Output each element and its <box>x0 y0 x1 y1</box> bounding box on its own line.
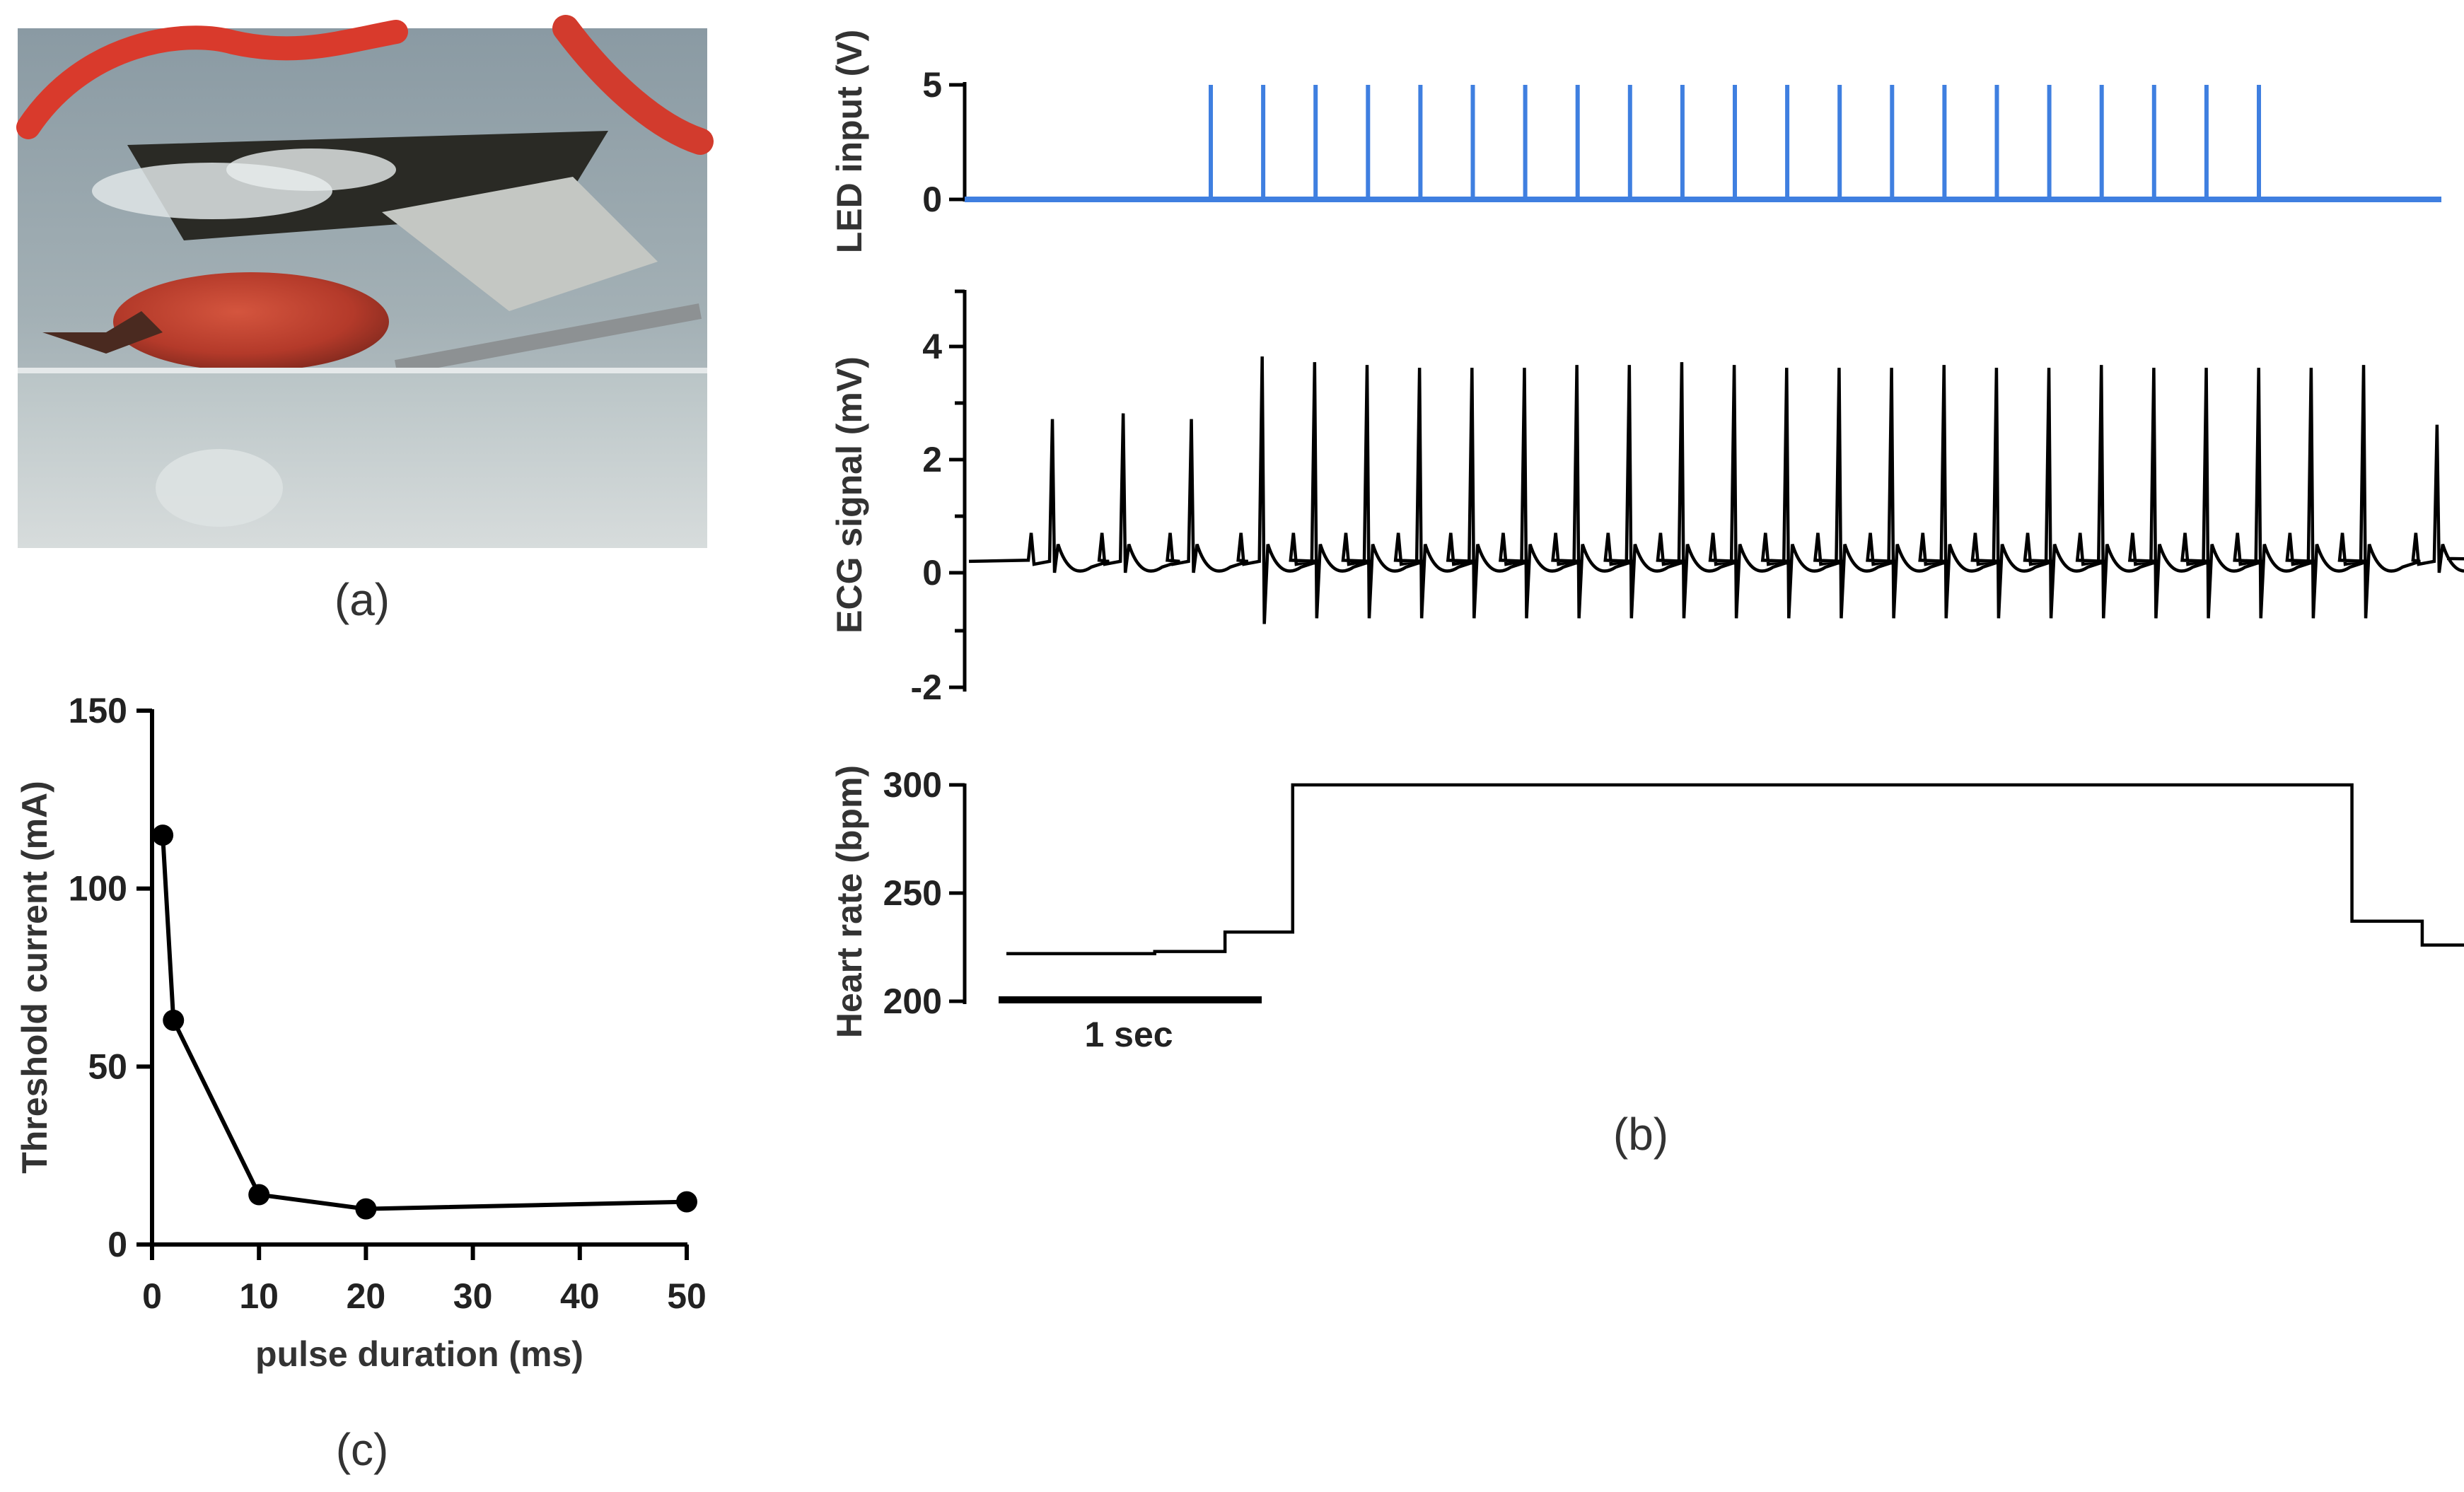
threshold-x-tick-label: 20 <box>347 1276 386 1316</box>
led-y-title: LED input (V) <box>830 30 869 254</box>
threshold-chart: 0 50 100 150 0 10 20 30 40 50 Threshold current … <box>15 691 707 1374</box>
threshold-x-tick-label: 50 <box>667 1276 707 1316</box>
panel-label-a: (a) <box>335 574 390 625</box>
ecg-chart: 4 2 0 -2 ECG signal (mV) <box>830 289 2464 707</box>
threshold-line <box>161 834 687 1211</box>
threshold-y-title: Threshold current (mA) <box>15 781 54 1174</box>
hr-tick-label-200: 200 <box>883 981 942 1021</box>
threshold-point <box>152 824 174 846</box>
threshold-point <box>676 1191 697 1213</box>
hr-tick-label-300: 300 <box>883 765 942 805</box>
threshold-y-ticks: 0 50 100 150 <box>69 691 152 1264</box>
threshold-points <box>152 824 697 1220</box>
ecg-tick-label-2: 2 <box>922 440 942 479</box>
led-tick-label-5: 5 <box>922 65 942 105</box>
ecg-tick-label-0: 0 <box>922 553 942 593</box>
hr-tick-label-250: 250 <box>883 873 942 913</box>
ecg-tick-label-neg2: -2 <box>911 668 942 707</box>
led-chart: 5 0 LED input (V) <box>830 30 2441 254</box>
hr-y-title: Heart rate (bpm) <box>830 765 869 1038</box>
heart-rate-trace <box>1006 783 2464 955</box>
threshold-x-ticks: 0 10 20 30 40 50 <box>142 1245 707 1316</box>
threshold-y-tick-label: 150 <box>69 691 127 730</box>
photo-panel <box>16 15 714 548</box>
scale-bar-label: 1 sec <box>1084 1015 1173 1054</box>
threshold-point <box>355 1198 377 1220</box>
threshold-x-title: pulse duration (ms) <box>255 1334 583 1374</box>
led-tick-label-0: 0 <box>922 180 942 219</box>
panel-label-c: (c) <box>336 1424 389 1475</box>
threshold-x-tick-label: 40 <box>560 1276 600 1316</box>
panel-label-b: (b) <box>1613 1109 1668 1160</box>
threshold-point <box>248 1184 270 1206</box>
ecg-trace <box>968 356 2464 624</box>
led-series <box>965 85 2441 202</box>
photo-of-cardiac-optogenetics-setup-icon <box>16 15 714 548</box>
ecg-tick-label-4: 4 <box>922 327 942 366</box>
threshold-x-tick-label: 10 <box>239 1276 279 1316</box>
threshold-y-tick-label: 100 <box>69 869 127 909</box>
threshold-point <box>163 1009 185 1031</box>
heart-rate-chart: 300 250 200 Heart rate (bpm) 1 sec <box>830 765 2464 1054</box>
threshold-y-tick-label: 50 <box>88 1047 127 1086</box>
threshold-x-tick-label: 0 <box>142 1276 162 1316</box>
threshold-y-tick-label: 0 <box>107 1225 127 1264</box>
threshold-x-tick-label: 30 <box>453 1276 493 1316</box>
ecg-y-title: ECG signal (mV) <box>830 356 869 634</box>
